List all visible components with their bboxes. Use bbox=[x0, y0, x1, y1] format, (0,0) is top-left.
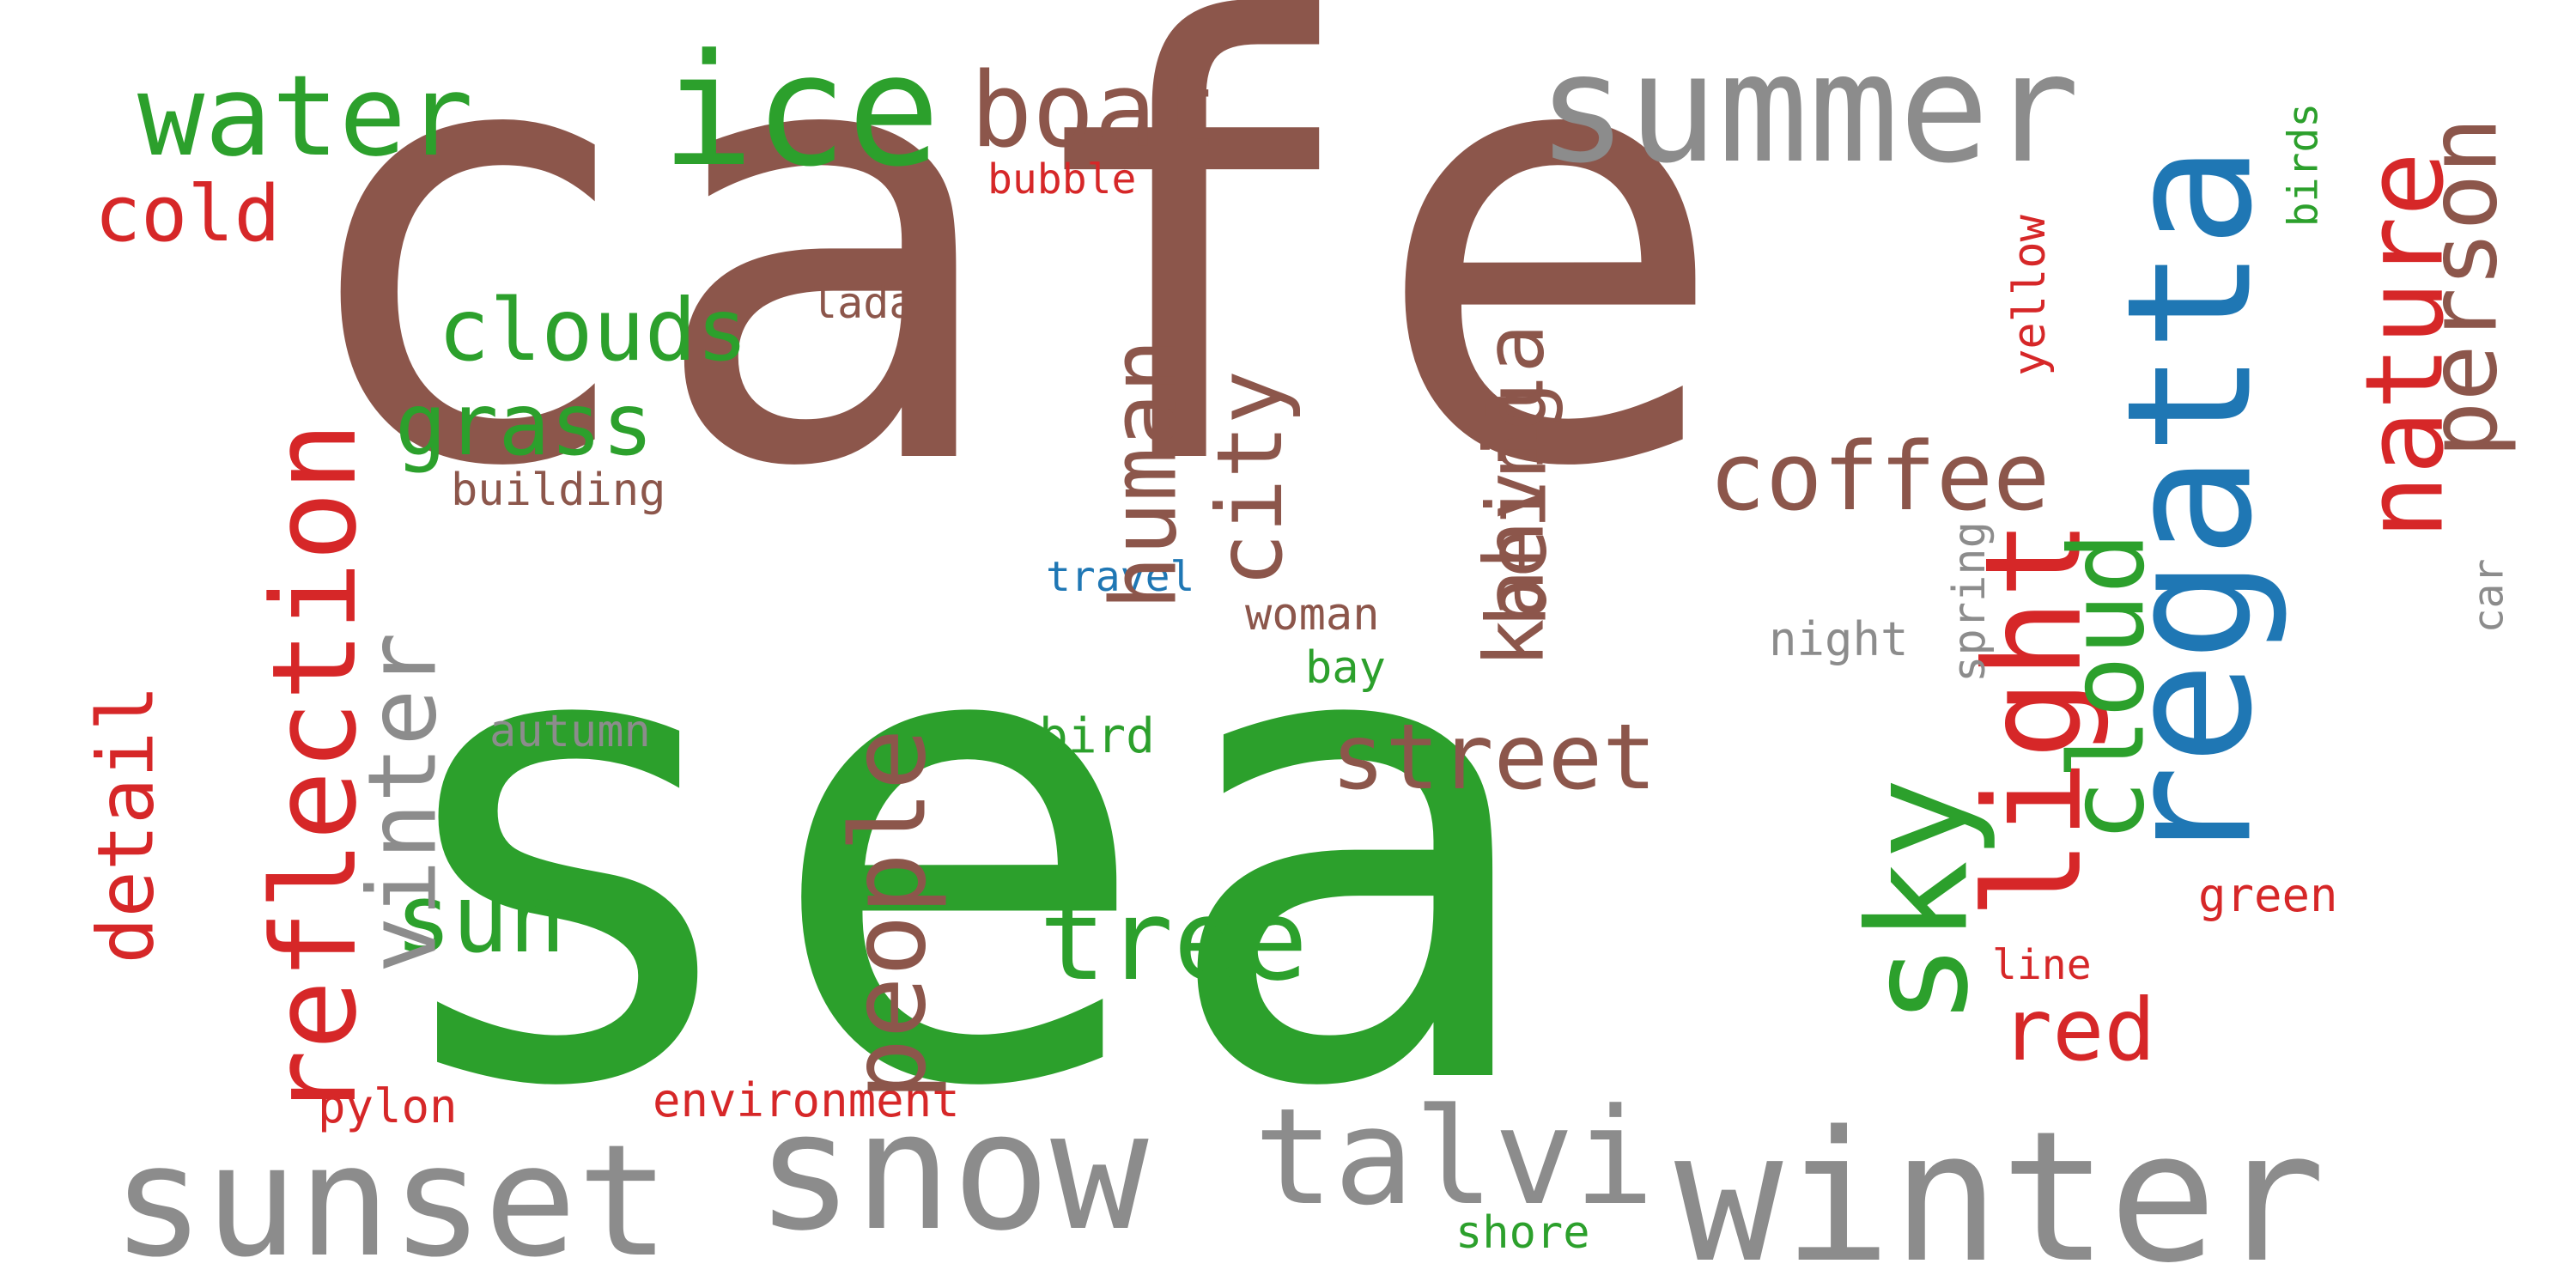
word-sun: sun bbox=[395, 864, 566, 974]
word-clouds: clouds bbox=[438, 280, 749, 380]
word-cloud: cloud bbox=[2048, 532, 2168, 842]
word-bird: bird bbox=[1039, 708, 1155, 764]
word-cafe: cafe bbox=[283, 0, 1731, 598]
word-red: red bbox=[2001, 980, 2156, 1080]
word-birds: birds bbox=[2279, 102, 2328, 228]
word-person: person bbox=[2408, 117, 2518, 459]
word-water: water bbox=[137, 51, 474, 181]
word-night: night bbox=[1769, 612, 1909, 666]
word-winter: winter bbox=[1674, 1092, 2326, 1288]
word-car: car bbox=[2464, 558, 2513, 634]
word-summer: summer bbox=[1537, 22, 2081, 197]
word-boat: boat bbox=[970, 52, 1218, 171]
word-environment: environment bbox=[653, 1073, 960, 1127]
word-line: line bbox=[1992, 941, 2092, 989]
word-cold: cold bbox=[94, 169, 281, 259]
word-vinter: vinter bbox=[347, 632, 458, 974]
word-building: building bbox=[451, 465, 666, 516]
word-bay: bay bbox=[1305, 642, 1386, 694]
word-sunset: sunset bbox=[112, 1112, 671, 1288]
word-green: green bbox=[2198, 868, 2338, 922]
word-sea: sea bbox=[369, 471, 1548, 1230]
word-kahvila: kahvila bbox=[1467, 324, 1563, 668]
word-lada: lada bbox=[811, 278, 915, 328]
word-detail: detail bbox=[81, 684, 172, 964]
word-shore: shore bbox=[1455, 1207, 1590, 1259]
word-spring: spring bbox=[1943, 521, 1996, 683]
word-autumn: autumn bbox=[489, 706, 651, 757]
word-pylon: pylon bbox=[318, 1079, 458, 1133]
word-snow: snow bbox=[756, 1077, 1149, 1267]
word-street: street bbox=[1331, 705, 1657, 810]
word-human: human bbox=[1091, 338, 1197, 611]
word-bubble: bubble bbox=[987, 155, 1137, 204]
word-tree: tree bbox=[1039, 875, 1309, 1005]
word-ice: ice bbox=[661, 21, 941, 201]
word-woman: woman bbox=[1245, 589, 1380, 641]
word-city: city bbox=[1197, 370, 1303, 587]
word-travel: travel bbox=[1046, 553, 1195, 601]
word-yellow: yellow bbox=[2003, 215, 2056, 376]
word-coffee: coffee bbox=[1709, 422, 2050, 532]
word-people: people bbox=[829, 728, 950, 1101]
word-grass: grass bbox=[395, 374, 654, 475]
word-talvi: talvi bbox=[1254, 1079, 1655, 1235]
